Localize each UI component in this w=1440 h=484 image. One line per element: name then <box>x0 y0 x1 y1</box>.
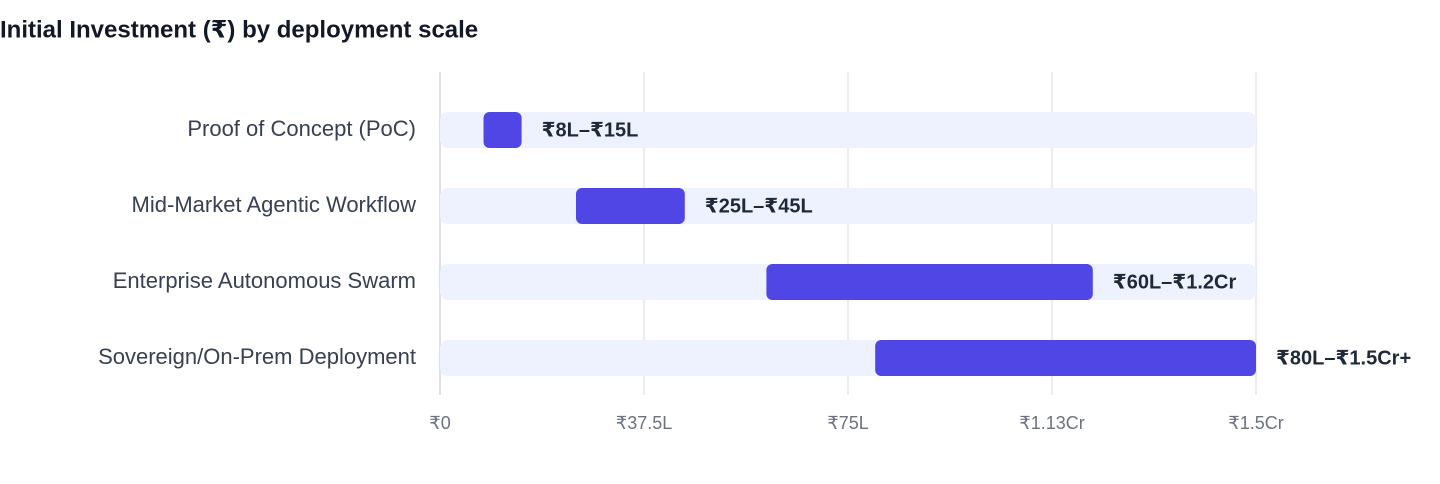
y-tick-label: Sovereign/On-Prem Deployment <box>98 344 416 369</box>
bar <box>875 340 1256 376</box>
y-tick-label: Enterprise Autonomous Swarm <box>113 268 416 293</box>
y-tick-label: Proof of Concept (PoC) <box>187 116 416 141</box>
track <box>440 112 1256 148</box>
bar <box>766 264 1093 300</box>
value-label: ₹25L–₹45L <box>705 195 813 217</box>
bar <box>483 112 522 148</box>
value-label: ₹80L–₹1.5Cr+ <box>1276 347 1411 369</box>
track <box>440 188 1256 224</box>
bar <box>576 188 685 224</box>
x-tick-label: ₹1.5Cr <box>1228 413 1283 433</box>
value-label: ₹60L–₹1.2Cr <box>1113 271 1237 293</box>
x-tick-label: ₹75L <box>827 413 868 433</box>
y-tick-label: Mid-Market Agentic Workflow <box>132 192 417 217</box>
value-label: ₹8L–₹15L <box>542 119 639 141</box>
chart-title: Initial Investment (₹) by deployment sca… <box>0 16 478 43</box>
x-tick-label: ₹0 <box>429 413 450 433</box>
x-tick-label: ₹1.13Cr <box>1019 413 1084 433</box>
x-tick-label: ₹37.5L <box>616 413 673 433</box>
